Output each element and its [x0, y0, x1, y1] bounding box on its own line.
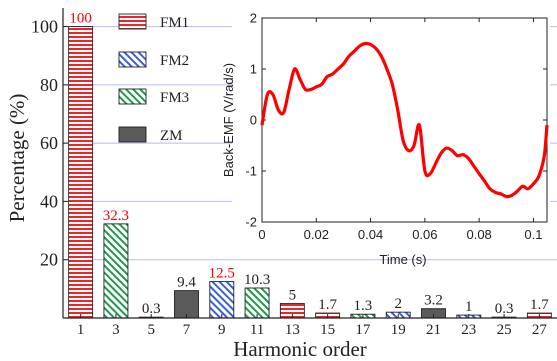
bar-label-h1: 100 [69, 11, 92, 27]
bar-h11 [244, 287, 270, 319]
bar-h1 [68, 26, 94, 319]
bar-label-h19: 2 [394, 296, 402, 312]
inset-y-axis-label: Back-EMF (V/rad/s) [221, 63, 236, 177]
y-tick-labels: 20 40 60 80 100 [31, 17, 58, 270]
bar-label-h7: 9.4 [177, 275, 196, 291]
inset-x-tick-label-2: 0.04 [358, 227, 383, 242]
bar-label-h11: 10.3 [244, 272, 270, 288]
inset-x-tick-label-0: 0 [258, 227, 265, 242]
bar-label-h15: 1.7 [318, 297, 337, 313]
back-emf-line [260, 41, 549, 199]
x-tick-label-19: 19 [391, 322, 406, 338]
axes [62, 8, 557, 319]
bar-label-h9: 12.5 [209, 266, 235, 282]
inset-x-tick-label-4: 0.08 [466, 227, 491, 242]
y-tick-label-20: 20 [40, 250, 58, 270]
y-tick-label-40: 40 [40, 191, 58, 211]
inset-y-tick-label-1: -1 [245, 164, 257, 179]
x-axis-label: Harmonic order [233, 337, 367, 361]
bar-h9 [209, 281, 235, 319]
y-tick-label-60: 60 [40, 133, 58, 153]
bar-h3 [103, 223, 129, 319]
inset-x-tick-label-5: 0.1 [524, 227, 542, 242]
x-tick-label-3: 3 [112, 322, 120, 338]
bar-label-h21: 3.2 [424, 293, 443, 309]
inset-y-tick-label-4: 2 [250, 11, 257, 26]
inset-back-emf-chart: -2 -1 0 1 2 0 0.02 0.04 0.06 0.08 0.1 Back-EMF (V… [221, 8, 550, 267]
x-tick-label-13: 13 [285, 322, 300, 338]
inset-y-tick-label-0: -2 [245, 215, 257, 230]
inset-x-tick-labels: 0 0.02 0.04 0.06 0.08 0.1 [258, 227, 542, 242]
inset-background [232, 8, 550, 230]
legend-swatch-fm1 [118, 13, 147, 30]
bar-label-h3: 32.3 [103, 208, 129, 224]
inset-y-tick-label-2: 0 [250, 113, 257, 128]
bar-label-h23: 1 [465, 299, 473, 315]
bars [68, 26, 552, 319]
x-tick-label-23: 23 [461, 322, 476, 338]
x-tick-label-7: 7 [183, 322, 191, 338]
inset-x-axis-label: Time (s) [379, 252, 426, 267]
x-tick-label-25: 25 [497, 322, 512, 338]
x-tick-label-11: 11 [250, 322, 264, 338]
inset-y-tick-labels: -2 -1 0 1 2 [245, 11, 257, 230]
legend-label-fm1: FM1 [160, 15, 189, 31]
x-tick-label-1: 1 [77, 322, 85, 338]
bar-label-h25: 0.3 [495, 301, 514, 317]
bar-label-h27: 1.7 [530, 297, 549, 313]
x-tick-label-17: 17 [355, 322, 371, 338]
legend: FM1 FM2 FM3 ZM [118, 13, 189, 144]
x-tick-label-21: 21 [426, 322, 441, 338]
x-tick-label-27: 27 [532, 322, 548, 338]
x-tick-label-9: 9 [218, 322, 226, 338]
legend-swatch-zm [118, 126, 147, 143]
y-tick-label-100: 100 [31, 17, 58, 37]
bar-h7 [174, 290, 199, 319]
bar-label-h13: 5 [289, 287, 297, 303]
legend-swatch-fm3 [118, 88, 147, 105]
x-tick-label-5: 5 [147, 322, 155, 338]
inset-x-tick-label-1: 0.02 [304, 227, 329, 242]
legend-label-fm2: FM2 [160, 53, 189, 69]
bar-label-h17: 1.3 [354, 298, 373, 314]
inset-y-tick-label-3: 1 [250, 62, 257, 77]
bar-label-h5: 0.3 [142, 301, 161, 317]
y-tick-label-80: 80 [40, 75, 58, 95]
y-axis-label: Percentage (%) [5, 94, 29, 223]
legend-label-zm: ZM [160, 128, 183, 144]
legend-label-fm3: FM3 [160, 90, 189, 106]
legend-swatch-fm2 [118, 51, 147, 68]
inset-x-tick-label-3: 0.06 [412, 227, 437, 242]
x-tick-label-15: 15 [320, 322, 335, 338]
x-tick-labels: 1 3 5 7 9 11 13 15 17 19 21 23 25 27 [77, 322, 547, 338]
